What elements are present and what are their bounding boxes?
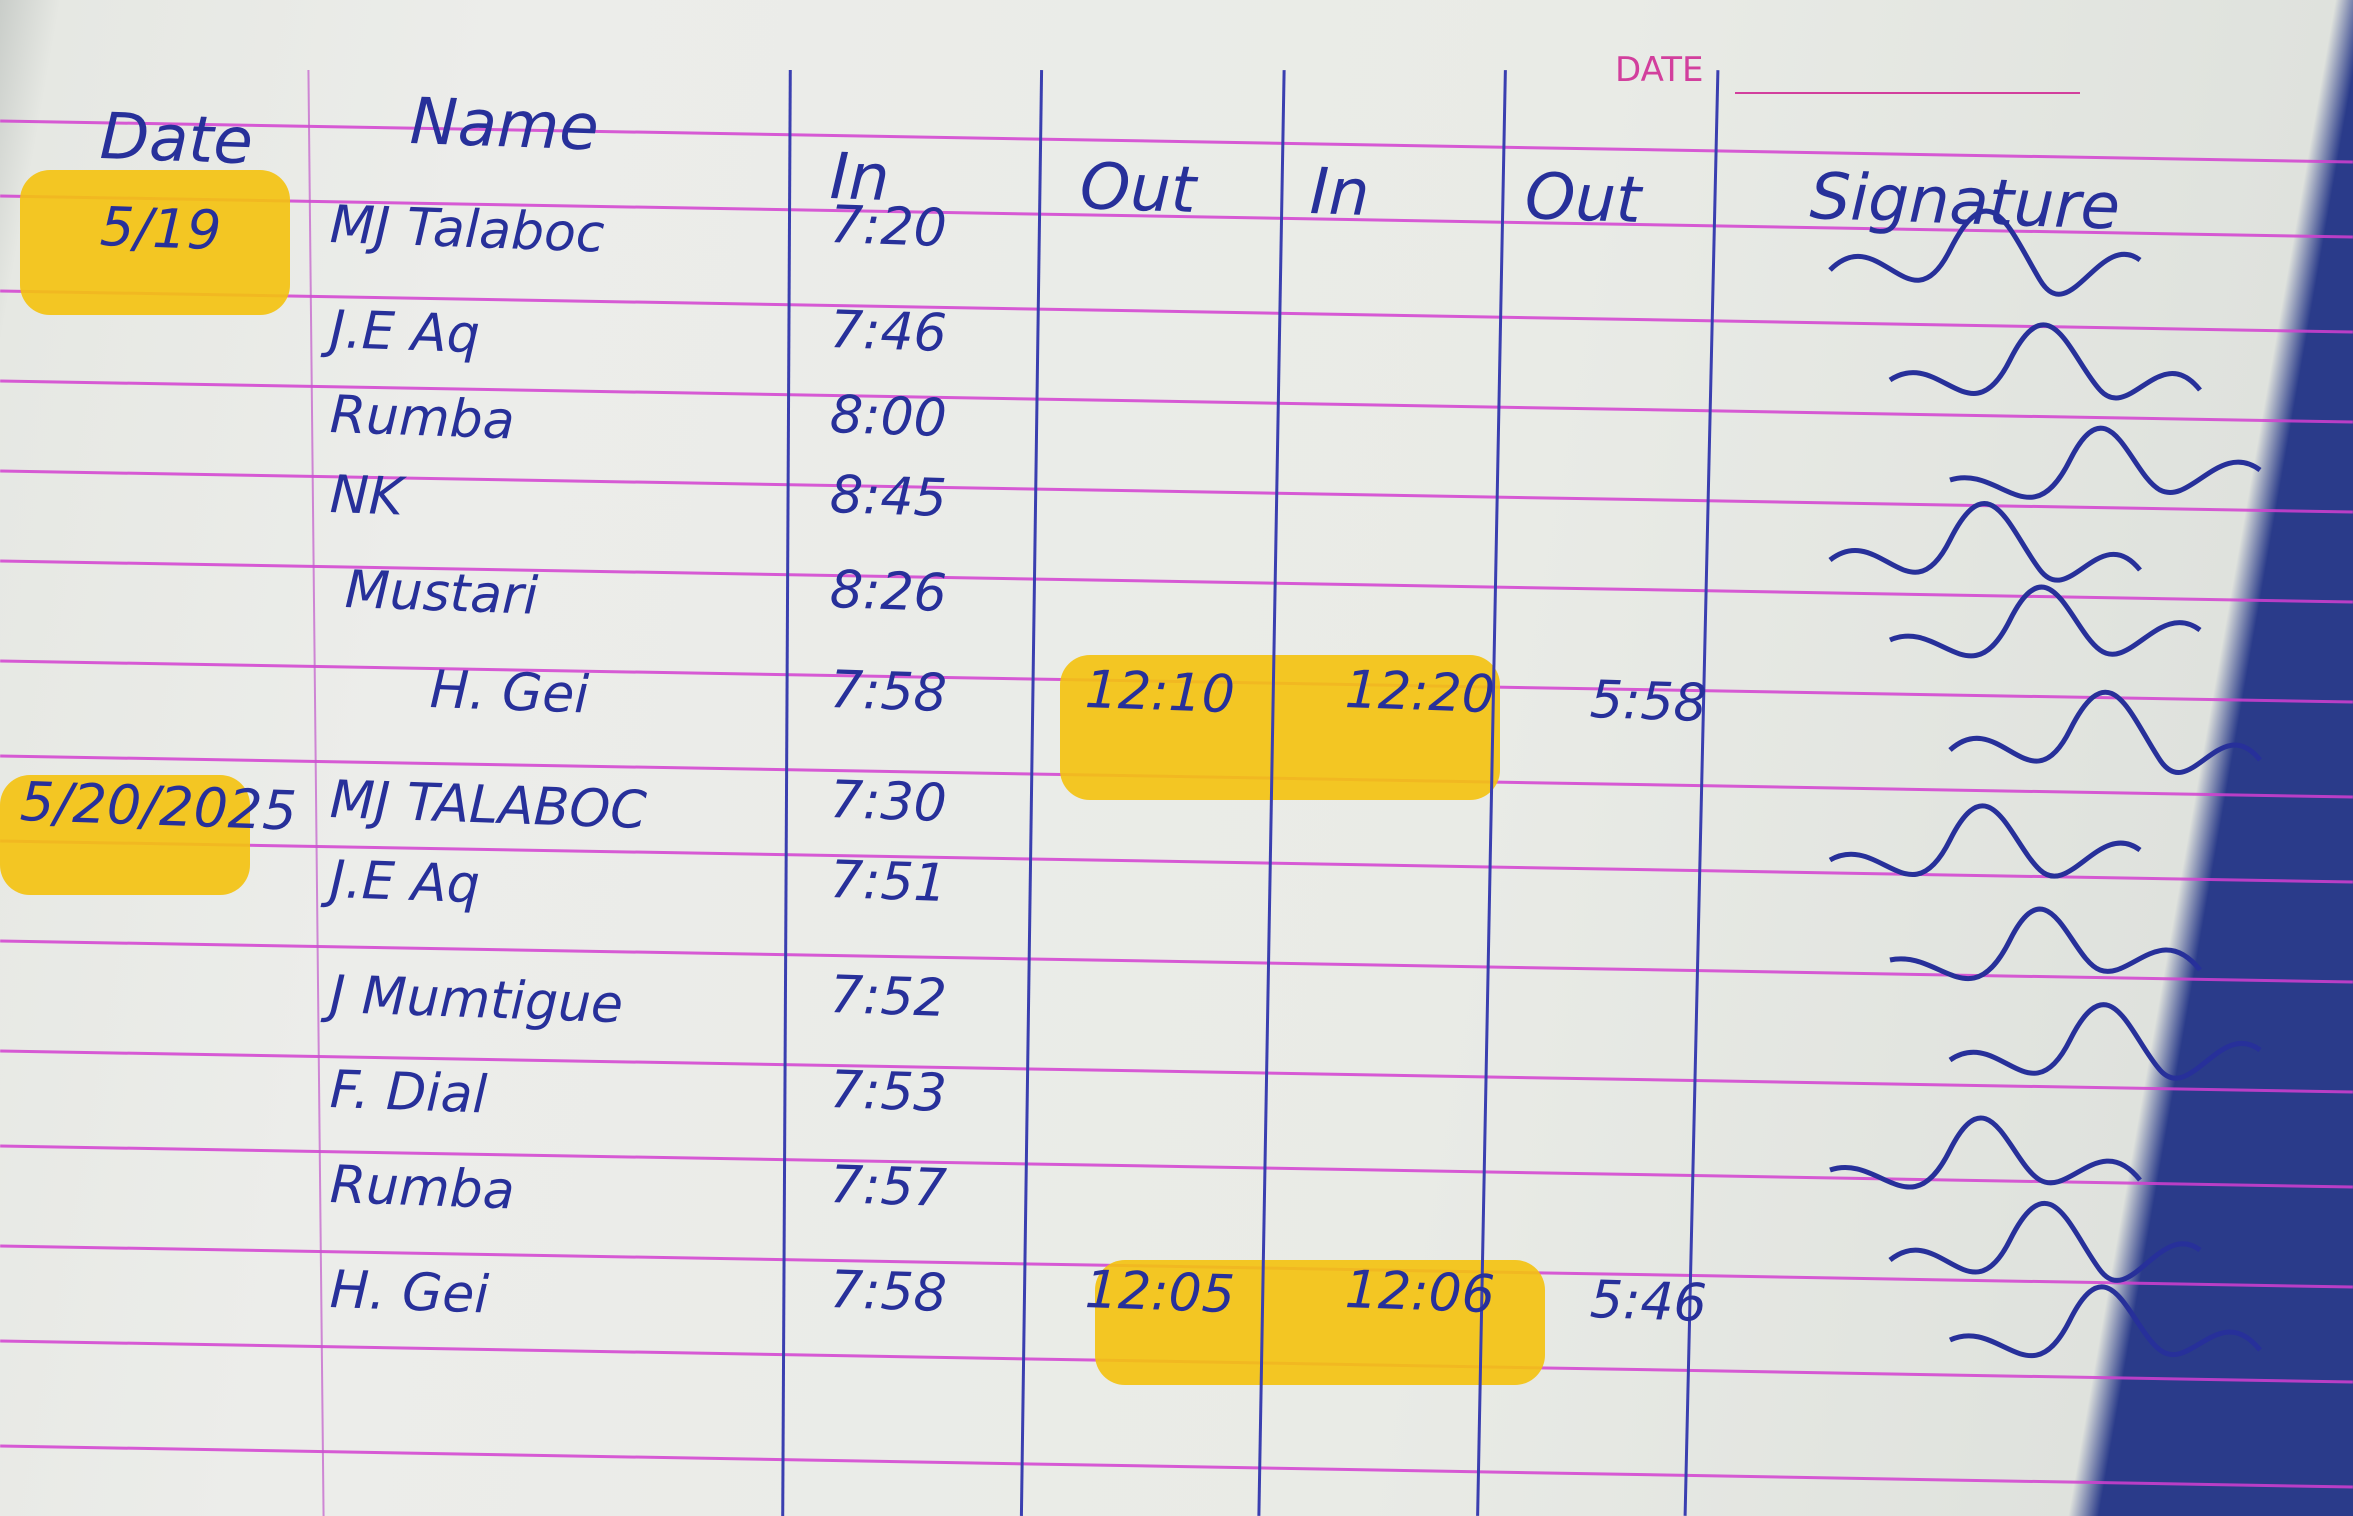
cell-name: NK: [328, 465, 405, 528]
cell-in1: 8:45: [828, 465, 948, 530]
cell-in1: 7:51: [828, 850, 948, 915]
cell-in1: 7:20: [828, 195, 948, 260]
highlighter-mark: [0, 775, 250, 895]
cell-name: J.E Aq: [328, 850, 481, 916]
signature-mark: [1888, 584, 2202, 659]
header-name: Name: [408, 85, 600, 166]
signature-mark: [1888, 1200, 2202, 1283]
header-in2: In: [1308, 155, 1371, 232]
cell-out1: 12:05: [1083, 1260, 1236, 1326]
signature-mark: [1828, 803, 2142, 879]
cell-in1: 7:58: [828, 660, 948, 725]
signature-mark: [1828, 208, 2142, 297]
signature-mark: [1829, 1115, 2142, 1190]
cell-name: H. Gei: [428, 660, 590, 726]
signature-mark: [1949, 425, 2262, 500]
signature-mark: [1889, 906, 2202, 981]
highlighter-mark: [1060, 655, 1500, 800]
cell-name: F. Dial: [328, 1060, 489, 1126]
cell-name: MJ TALABOC: [328, 770, 648, 842]
column-line-in1: [1019, 70, 1044, 1516]
cell-in1: 7:52: [828, 965, 948, 1030]
cell-date: 5/20/2025: [18, 770, 298, 843]
column-line-date: [307, 70, 325, 1516]
cell-name: Rumba: [328, 385, 516, 452]
ruled-line: [0, 1444, 2353, 1489]
cell-in1: 7:53: [828, 1060, 948, 1125]
highlighter-mark: [20, 170, 290, 315]
cell-name: Mustari: [343, 560, 539, 627]
header-date: Date: [98, 100, 255, 180]
signature-mark: [1888, 322, 2202, 401]
cell-in1: 7:30: [828, 770, 948, 835]
cell-name: Rumba: [328, 1155, 516, 1222]
cell-in1: 8:26: [828, 560, 948, 625]
signature-mark: [1948, 689, 2262, 775]
signature-mark: [1948, 1002, 2262, 1081]
header-out2: Out: [1523, 160, 1643, 239]
cell-name: J Mumtigue: [328, 965, 625, 1036]
date-line: [1735, 92, 2080, 94]
cell-in1: 7:46: [828, 300, 948, 365]
cell-in1: 7:57: [828, 1155, 948, 1220]
cell-out1: 12:10: [1083, 660, 1236, 726]
cell-out2: 5:46: [1588, 1270, 1708, 1335]
cell-date: 5/19: [98, 195, 223, 263]
cell-name: J.E Aq: [328, 300, 481, 366]
cell-in2: 12:20: [1343, 660, 1496, 726]
cell-name: MJ Talaboc: [328, 195, 606, 265]
date-label: DATE: [1615, 50, 1704, 90]
cell-in2: 12:06: [1343, 1260, 1496, 1326]
column-line-name: [781, 70, 792, 1516]
signature-mark: [1948, 1284, 2262, 1358]
cell-in1: 8:00: [828, 385, 948, 450]
cell-out2: 5:58: [1588, 670, 1708, 735]
cell-in1: 7:58: [828, 1260, 948, 1325]
header-out1: Out: [1078, 150, 1198, 229]
signature-mark: [1828, 501, 2142, 583]
cell-name: H. Gei: [328, 1260, 490, 1326]
highlighter-mark: [1095, 1260, 1545, 1385]
